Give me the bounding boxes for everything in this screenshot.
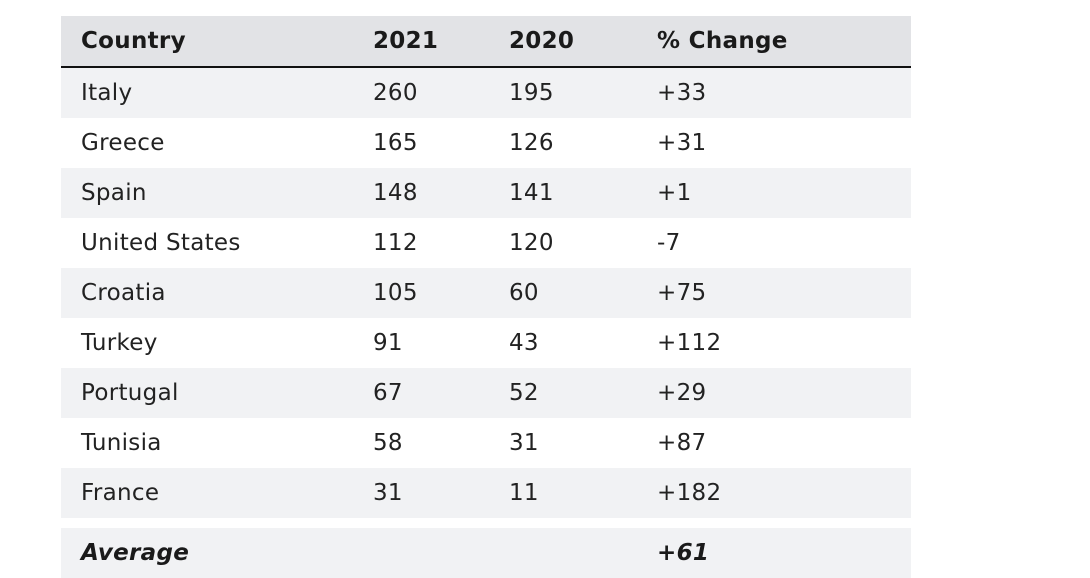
table-row: Italy 260 195 +33 xyxy=(61,68,911,118)
cell-change: +87 xyxy=(657,430,707,456)
header-2020: 2020 xyxy=(509,28,575,54)
cell-2020: 11 xyxy=(509,480,539,506)
footer-label: Average xyxy=(81,540,190,566)
header-country: Country xyxy=(81,28,186,54)
cell-2020: 43 xyxy=(509,330,539,356)
cell-2020: 141 xyxy=(509,180,554,206)
cell-2021: 67 xyxy=(373,380,403,406)
cell-country: Portugal xyxy=(81,380,179,406)
cell-country: France xyxy=(81,480,160,506)
cell-2020: 31 xyxy=(509,430,539,456)
cell-2020: 60 xyxy=(509,280,539,306)
cell-2021: 260 xyxy=(373,80,418,106)
cell-change: +1 xyxy=(657,180,692,206)
cell-country: Italy xyxy=(81,80,133,106)
cell-2020: 126 xyxy=(509,130,554,156)
cell-2021: 165 xyxy=(373,130,418,156)
table-row: Spain 148 141 +1 xyxy=(61,168,911,218)
cell-country: Spain xyxy=(81,180,147,206)
header-2021: 2021 xyxy=(373,28,439,54)
country-table: Country 2021 2020 % Change Italy 260 195… xyxy=(61,16,911,578)
footer-change: +61 xyxy=(657,540,710,566)
table-row: Tunisia 58 31 +87 xyxy=(61,418,911,468)
cell-2021: 91 xyxy=(373,330,403,356)
cell-change: +75 xyxy=(657,280,707,306)
table-row: Greece 165 126 +31 xyxy=(61,118,911,168)
cell-2021: 105 xyxy=(373,280,418,306)
table-row: Portugal 67 52 +29 xyxy=(61,368,911,418)
cell-2021: 58 xyxy=(373,430,403,456)
cell-country: Tunisia xyxy=(81,430,162,456)
cell-2021: 112 xyxy=(373,230,418,256)
cell-country: Greece xyxy=(81,130,165,156)
cell-change: +182 xyxy=(657,480,722,506)
table-footer-row: Average +61 xyxy=(61,528,911,578)
cell-2020: 195 xyxy=(509,80,554,106)
cell-change: +31 xyxy=(657,130,707,156)
cell-2021: 31 xyxy=(373,480,403,506)
table-row: Croatia 105 60 +75 xyxy=(61,268,911,318)
table-row: Turkey 91 43 +112 xyxy=(61,318,911,368)
cell-country: Turkey xyxy=(81,330,158,356)
cell-2020: 52 xyxy=(509,380,539,406)
cell-change: +112 xyxy=(657,330,722,356)
cell-2021: 148 xyxy=(373,180,418,206)
cell-change: +29 xyxy=(657,380,707,406)
table-header-row: Country 2021 2020 % Change xyxy=(61,16,911,68)
cell-country: Croatia xyxy=(81,280,166,306)
table-row: United States 112 120 -7 xyxy=(61,218,911,268)
header-change: % Change xyxy=(657,28,788,54)
cell-change: +33 xyxy=(657,80,707,106)
cell-2020: 120 xyxy=(509,230,554,256)
cell-country: United States xyxy=(81,230,241,256)
cell-change: -7 xyxy=(657,230,681,256)
table-row: France 31 11 +182 xyxy=(61,468,911,518)
